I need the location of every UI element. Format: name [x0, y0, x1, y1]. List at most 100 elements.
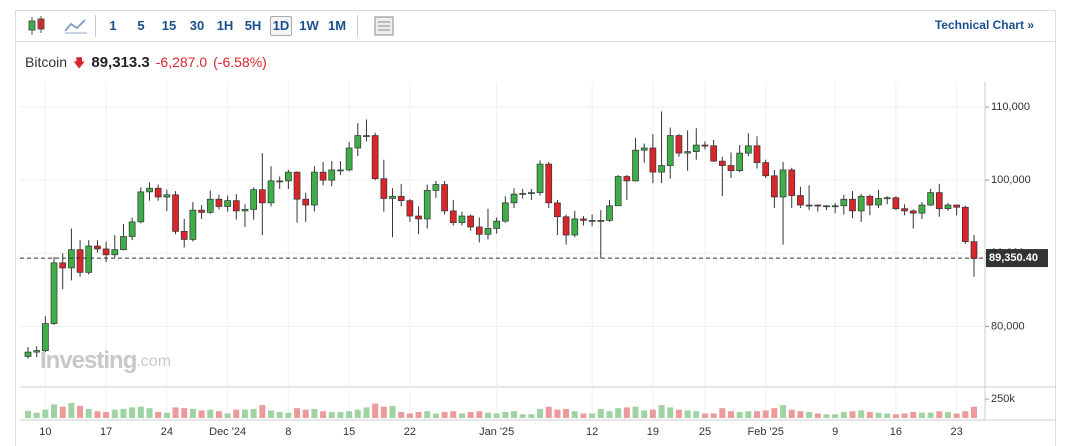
volume-bar	[849, 411, 856, 418]
down-arrow: 🡇	[73, 56, 86, 70]
candle-body	[692, 144, 700, 152]
toolbar: 1 5 15 30 1H 5H 1D 1W 1M Technical Chart »	[15, 10, 1056, 42]
watermark-suffix: .com	[136, 353, 171, 370]
volume-bar	[233, 409, 240, 418]
volume-bar	[406, 413, 413, 418]
candle-body	[120, 236, 127, 251]
separator	[95, 15, 96, 37]
candle-body	[267, 180, 275, 204]
candle-body	[519, 192, 527, 195]
volume-bar	[276, 411, 283, 418]
candle-body	[727, 165, 735, 172]
volume-bar	[623, 407, 630, 418]
candle-body	[241, 209, 249, 212]
x-tick-label: 19	[647, 426, 659, 438]
candle-body	[961, 206, 969, 242]
volume-bar	[762, 410, 769, 418]
volume-bar	[918, 412, 925, 418]
volume-bar	[649, 409, 656, 418]
candle-body	[580, 218, 587, 221]
x-tick-label: 17	[100, 426, 112, 438]
interval-button[interactable]: 1H	[216, 18, 234, 33]
x-tick-label: 15	[343, 426, 355, 438]
interval-button[interactable]: 5	[137, 18, 145, 33]
volume-bar	[745, 411, 752, 418]
interval-button[interactable]: 1	[109, 18, 117, 33]
interval-button[interactable]: 1M	[327, 18, 347, 33]
x-tick-label: 12	[586, 426, 598, 438]
candle-body	[397, 195, 405, 202]
candle-body	[128, 221, 136, 237]
candle-body	[59, 262, 67, 269]
candle-body	[658, 165, 665, 173]
x-tick-label: 23	[951, 426, 963, 438]
volume-bar	[632, 406, 639, 418]
candle-body	[85, 245, 93, 273]
volume-bar	[120, 408, 127, 418]
volume-bar	[580, 413, 587, 418]
volume-bar	[389, 405, 396, 418]
volume-bar	[953, 413, 960, 418]
interval-button[interactable]: 1W	[299, 18, 319, 33]
candle-body	[510, 193, 518, 204]
interval-button[interactable]: 1D	[270, 16, 292, 36]
quote: Bitcoin 🡇 89,313.3 -6,287.0 (-6.58%)	[25, 54, 273, 75]
volume-bar	[927, 412, 934, 418]
link-text[interactable]: Technical Chart	[934, 18, 1024, 32]
candle-body	[94, 245, 101, 250]
candle-body	[380, 178, 388, 199]
volume-bar	[432, 413, 439, 418]
volume-bar	[94, 411, 101, 418]
candle-body	[840, 198, 848, 207]
volume-bar	[754, 411, 761, 418]
volume-bar	[215, 411, 222, 418]
interval-button[interactable]: 5H	[244, 18, 262, 33]
volume-bar	[77, 405, 84, 418]
volume-bar	[415, 411, 422, 418]
volume-bar	[42, 409, 49, 418]
candle-body	[415, 215, 422, 220]
volume-bar	[884, 413, 891, 418]
candle-body	[528, 192, 535, 194]
change: -6,287.0	[155, 54, 208, 70]
candle-body	[180, 231, 188, 240]
volume-bar	[346, 411, 353, 418]
last-price-label: 89,350.40	[989, 252, 1038, 264]
candle-body	[857, 195, 865, 212]
volume-bar	[892, 414, 899, 418]
candle-body	[441, 184, 448, 212]
candle-body	[319, 171, 327, 181]
volume-bar	[467, 411, 474, 418]
volume-bar	[363, 407, 370, 418]
volume-bar	[285, 412, 292, 418]
volume-bar	[944, 411, 951, 418]
candle-body	[788, 169, 796, 196]
candle-body	[866, 195, 874, 206]
settings-icon[interactable]	[369, 11, 399, 41]
volume-bar	[823, 414, 830, 418]
candle-body	[805, 204, 813, 207]
candle-body	[50, 262, 58, 324]
interval-button[interactable]: 15	[161, 18, 177, 33]
candle-icon[interactable]	[23, 11, 63, 41]
candle-body	[744, 145, 752, 154]
candle-body	[597, 220, 605, 222]
candle-body	[797, 195, 804, 206]
candle-body	[831, 205, 839, 208]
interval-button[interactable]: 30	[189, 18, 205, 33]
candle-body	[102, 248, 110, 256]
candle-body	[501, 202, 509, 222]
x-tick-label: Feb '25	[748, 426, 784, 438]
line-icon[interactable]	[61, 11, 91, 41]
volume-bar	[441, 411, 448, 418]
candle-body	[779, 169, 787, 198]
volume-bar	[797, 411, 804, 418]
volume-bar	[832, 414, 839, 418]
volume-bar	[788, 409, 795, 418]
candle-body	[111, 249, 119, 256]
candle-body	[666, 135, 674, 166]
volume-bar	[606, 411, 613, 418]
technical-chart-link[interactable]: Technical Chart »	[934, 18, 1034, 32]
volume-bar	[354, 409, 361, 418]
volume-bar	[337, 411, 344, 418]
